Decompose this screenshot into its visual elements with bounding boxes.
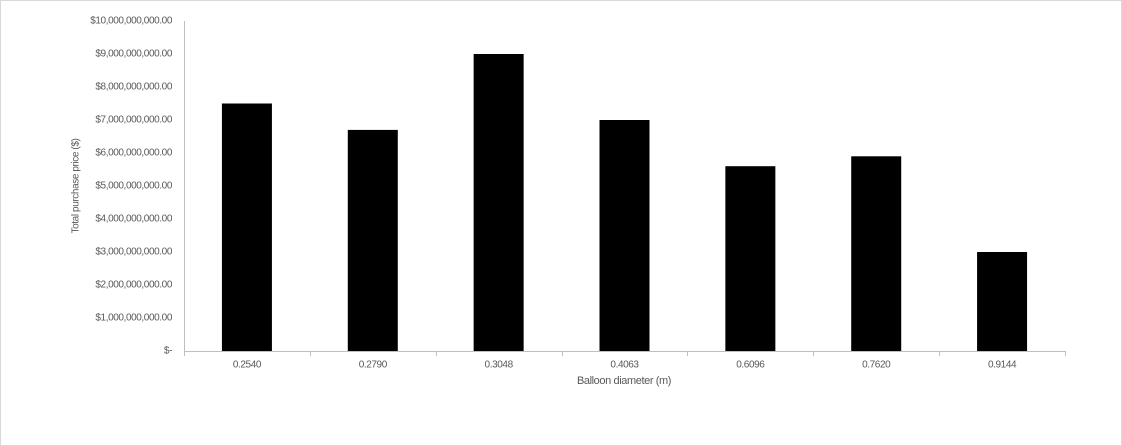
y-tick-label: $9,000,000,000.00 <box>95 49 172 60</box>
bar <box>851 156 902 351</box>
y-axis-title: Total purchase price ($) <box>71 138 82 233</box>
y-tick-label: $3,000,000,000.00 <box>95 247 172 258</box>
x-tick-label: 0.7620 <box>862 360 891 371</box>
x-tick-label: 0.2790 <box>359 360 388 371</box>
bar <box>221 103 272 351</box>
x-tick-label: 0.3048 <box>485 360 514 371</box>
y-tick-label: $1,000,000,000.00 <box>95 313 172 324</box>
y-tick-label: $2,000,000,000.00 <box>95 280 172 291</box>
bar <box>599 120 650 351</box>
bar <box>725 166 776 351</box>
x-axis-title: Balloon diameter (m) <box>577 375 671 387</box>
bar <box>977 252 1028 351</box>
bar <box>347 129 398 351</box>
y-tick-label: $5,000,000,000.00 <box>95 181 172 192</box>
x-tick-label: 0.6096 <box>736 360 765 371</box>
y-tick-label: $7,000,000,000.00 <box>95 115 172 126</box>
x-tick-label: 0.4063 <box>610 360 639 371</box>
y-tick-label: $6,000,000,000.00 <box>95 148 172 159</box>
y-tick-label: $4,000,000,000.00 <box>95 214 172 225</box>
bar <box>473 54 524 351</box>
x-tick-label: 0.2540 <box>233 360 262 371</box>
y-tick-label: $- <box>164 346 172 357</box>
x-tick-label: 0.9144 <box>988 360 1017 371</box>
y-tick-label: $10,000,000,000.00 <box>90 16 173 27</box>
y-tick-label: $8,000,000,000.00 <box>95 82 172 93</box>
